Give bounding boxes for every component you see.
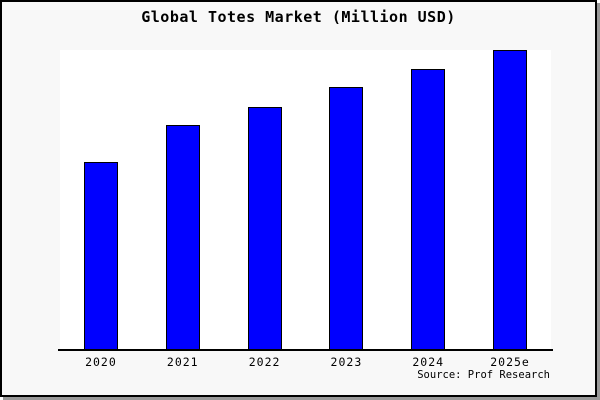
bar-2025e <box>493 50 528 349</box>
x-tick-label-2023: 2023 <box>330 355 363 369</box>
x-axis-line <box>58 349 553 351</box>
source-credit: Source: Prof Research <box>417 369 550 381</box>
bar-2020 <box>83 162 118 349</box>
plot-area <box>60 50 551 349</box>
bar-2024 <box>411 69 446 349</box>
bar-2022 <box>247 106 282 349</box>
chart-title: Global Totes Market (Million USD) <box>141 8 456 26</box>
x-tick-label-2024: 2024 <box>412 355 445 369</box>
x-tick-label-2022: 2022 <box>248 355 281 369</box>
bar-2021 <box>165 124 200 349</box>
x-tick-label-2025e: 2025e <box>490 355 530 369</box>
x-tick-label-2021: 2021 <box>166 355 199 369</box>
bar-2023 <box>329 87 364 349</box>
x-axis-tick-labels: 2020 2021 2022 2023 2024 2025e <box>60 355 551 369</box>
x-tick-label-2020: 2020 <box>85 355 117 369</box>
